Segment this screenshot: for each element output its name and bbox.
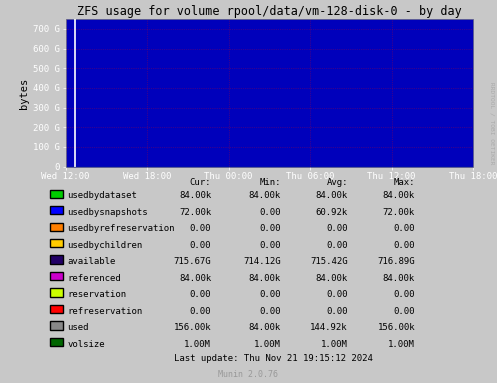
Y-axis label: bytes: bytes [19,77,29,108]
Text: 1.00M: 1.00M [388,340,415,349]
Text: 0.00: 0.00 [327,290,348,299]
Text: 714.12G: 714.12G [243,257,281,266]
Text: 84.00k: 84.00k [316,274,348,283]
Text: usedbysnapshots: usedbysnapshots [67,208,148,217]
Text: Max:: Max: [394,178,415,187]
Text: 1.00M: 1.00M [321,340,348,349]
Text: 0.00: 0.00 [327,307,348,316]
Text: reservation: reservation [67,290,126,299]
Text: refreservation: refreservation [67,307,142,316]
Text: 84.00k: 84.00k [248,323,281,332]
Text: 0.00: 0.00 [394,307,415,316]
Text: 60.92k: 60.92k [316,208,348,217]
Text: 0.00: 0.00 [327,241,348,250]
Text: 84.00k: 84.00k [316,192,348,200]
Text: referenced: referenced [67,274,121,283]
Text: 0.00: 0.00 [259,290,281,299]
Text: 0.00: 0.00 [190,241,211,250]
Text: 0.00: 0.00 [259,208,281,217]
Text: usedbydataset: usedbydataset [67,192,137,200]
Text: 0.00: 0.00 [259,307,281,316]
Text: 0.00: 0.00 [190,307,211,316]
Text: used: used [67,323,88,332]
Text: Last update: Thu Nov 21 19:15:12 2024: Last update: Thu Nov 21 19:15:12 2024 [174,354,373,363]
Text: Avg:: Avg: [327,178,348,187]
Text: Munin 2.0.76: Munin 2.0.76 [219,370,278,379]
Text: 716.89G: 716.89G [377,257,415,266]
Text: 156.00k: 156.00k [377,323,415,332]
Text: 84.00k: 84.00k [383,192,415,200]
Text: available: available [67,257,115,266]
Text: 72.00k: 72.00k [179,208,211,217]
Text: 0.00: 0.00 [190,224,211,233]
Text: 1.00M: 1.00M [254,340,281,349]
Text: Cur:: Cur: [190,178,211,187]
Text: 715.42G: 715.42G [310,257,348,266]
Text: 84.00k: 84.00k [179,274,211,283]
Text: 0.00: 0.00 [394,224,415,233]
Text: 0.00: 0.00 [394,241,415,250]
Title: ZFS usage for volume rpool/data/vm-128-disk-0 - by day: ZFS usage for volume rpool/data/vm-128-d… [77,5,462,18]
Text: 0.00: 0.00 [259,224,281,233]
Text: 715.67G: 715.67G [173,257,211,266]
Text: 84.00k: 84.00k [248,192,281,200]
Text: 0.00: 0.00 [394,290,415,299]
Text: RRDTOOL / TOBI OETIKER: RRDTOOL / TOBI OETIKER [490,82,495,165]
Text: 156.00k: 156.00k [173,323,211,332]
Text: 72.00k: 72.00k [383,208,415,217]
Text: 0.00: 0.00 [327,224,348,233]
Text: 0.00: 0.00 [259,241,281,250]
Text: usedbychildren: usedbychildren [67,241,142,250]
Text: 1.00M: 1.00M [184,340,211,349]
Text: 0.00: 0.00 [190,290,211,299]
Text: Min:: Min: [259,178,281,187]
Text: 84.00k: 84.00k [383,274,415,283]
Text: usedbyrefreservation: usedbyrefreservation [67,224,174,233]
Text: 144.92k: 144.92k [310,323,348,332]
Text: 84.00k: 84.00k [248,274,281,283]
Text: volsize: volsize [67,340,105,349]
Text: 84.00k: 84.00k [179,192,211,200]
